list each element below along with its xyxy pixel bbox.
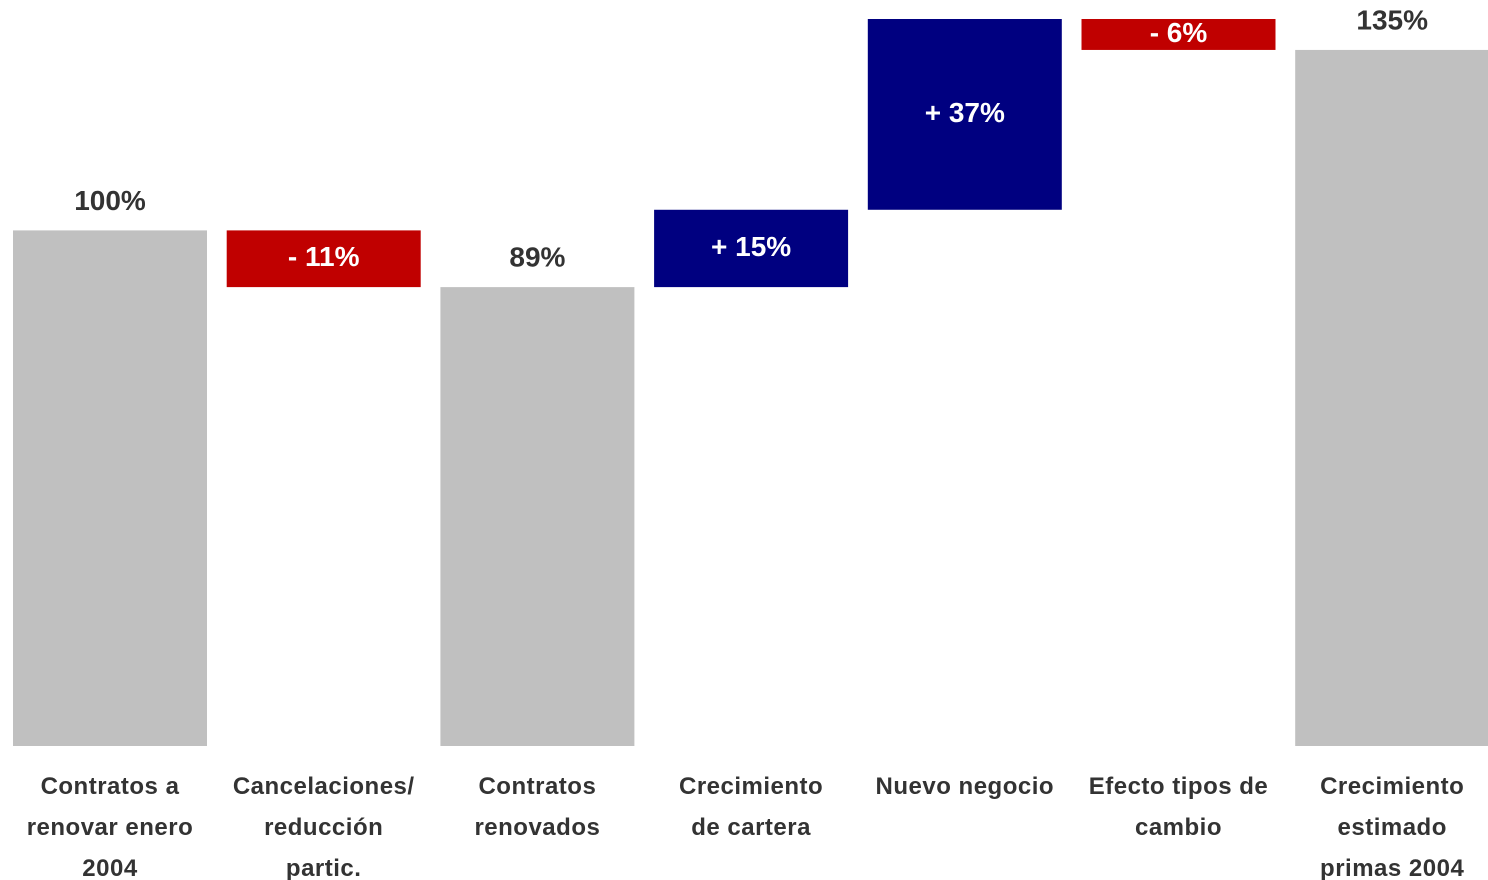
value-label: - 11% xyxy=(288,241,360,272)
value-label: - 6% xyxy=(1150,17,1208,48)
value-label: + 37% xyxy=(925,97,1005,128)
category-label: Crecimiento estimado primas 2004 xyxy=(1320,773,1465,880)
bar xyxy=(1081,19,1276,50)
category-label: Nuevo negocio xyxy=(875,773,1055,800)
bar xyxy=(226,230,421,288)
bar xyxy=(13,230,207,746)
value-label: 100% xyxy=(74,185,146,216)
bar xyxy=(654,209,849,288)
value-label: 89% xyxy=(509,242,565,273)
value-label: 135% xyxy=(1356,4,1428,35)
category-label: Efecto tipos de cambio xyxy=(1088,773,1269,841)
bar xyxy=(867,19,1062,210)
category-label: Crecimiento de cartera xyxy=(678,773,824,841)
category-label: Contratos a renovar enero 2004 xyxy=(26,773,194,880)
bar xyxy=(440,287,635,746)
bar xyxy=(1295,49,1488,747)
category-label: Cancelaciones/ reducción partic. xyxy=(232,773,415,880)
value-label: + 15% xyxy=(711,231,791,262)
category-label: Contratos renovados xyxy=(474,773,601,841)
